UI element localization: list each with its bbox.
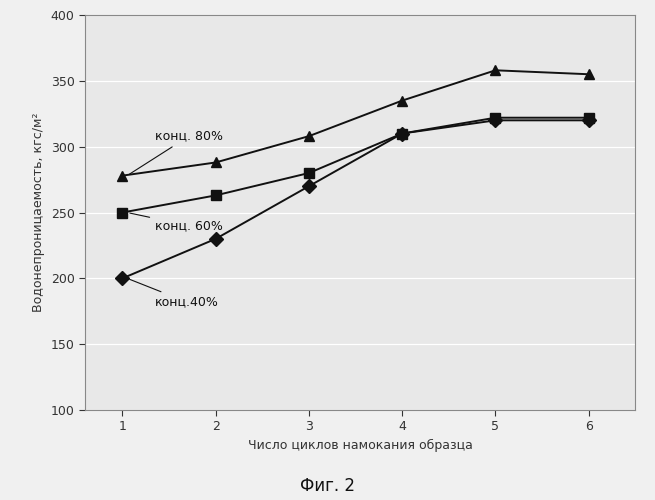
Text: конц. 60%: конц. 60%: [130, 213, 223, 232]
Text: Фиг. 2: Фиг. 2: [300, 477, 355, 495]
X-axis label: Число циклов намокания образца: Число циклов намокания образца: [248, 439, 473, 452]
Text: конц.40%: конц.40%: [130, 280, 219, 308]
Text: конц. 80%: конц. 80%: [130, 130, 223, 174]
Y-axis label: Водонепроницаемость, кгс/м²: Водонепроницаемость, кгс/м²: [32, 113, 45, 312]
